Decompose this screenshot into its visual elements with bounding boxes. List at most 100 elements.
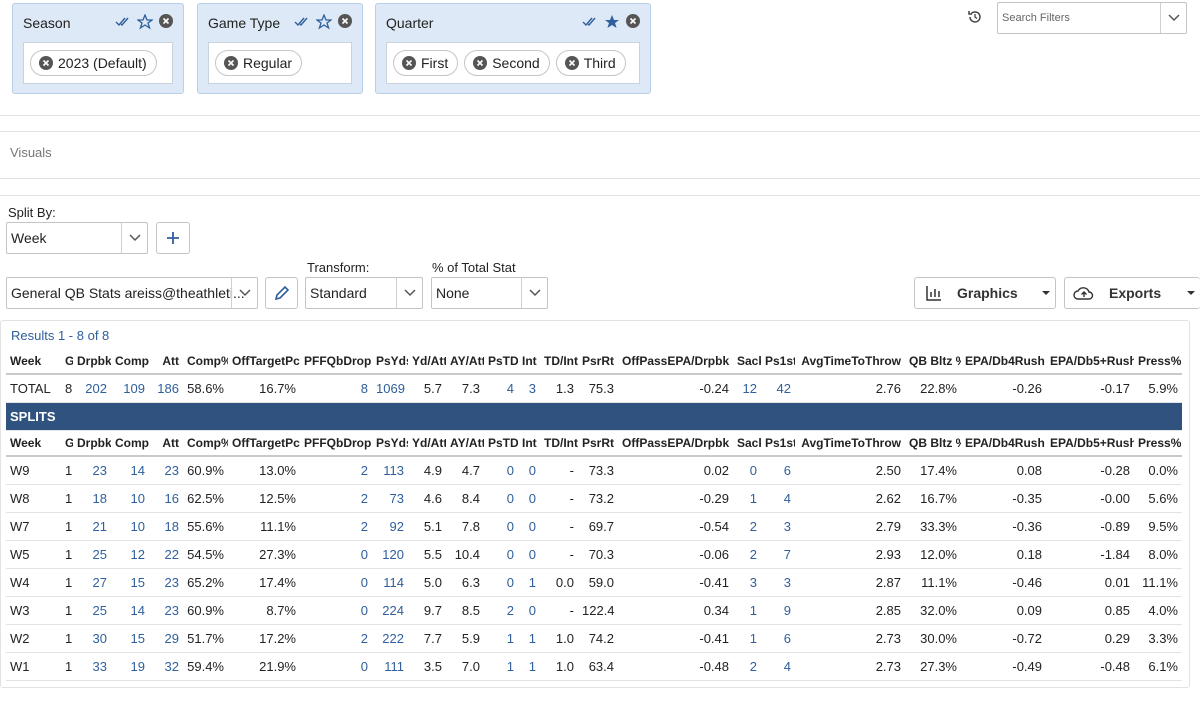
cell[interactable]: 0 [518,540,540,569]
cell[interactable]: 2 [300,456,372,485]
cell[interactable]: 9 [761,596,795,625]
cell[interactable]: 42 [761,374,795,403]
cell[interactable]: 16 [149,484,183,513]
remove-icon[interactable] [338,14,352,28]
cell[interactable]: 0 [518,512,540,541]
chip[interactable]: First [393,50,459,76]
cell[interactable]: 30 [73,624,111,653]
dropdown-arrow[interactable] [121,223,147,253]
cell[interactable]: 32 [149,652,183,681]
cell[interactable]: 186 [149,374,183,403]
cell[interactable]: 92 [372,512,408,541]
cell[interactable]: 23 [149,568,183,597]
cell[interactable]: 19 [111,652,149,681]
cell[interactable]: 0 [300,568,372,597]
cell[interactable]: 18 [149,512,183,541]
cell[interactable]: 224 [372,596,408,625]
report-select[interactable]: General QB Stats areiss@theathleti... [6,277,258,309]
cell[interactable]: 0 [484,512,518,541]
check-icon[interactable] [294,14,310,30]
graphics-button[interactable]: Graphics [914,277,1056,309]
cell[interactable]: 109 [111,374,149,403]
cell[interactable]: 0 [518,596,540,625]
search-filters[interactable]: Search Filters [997,2,1187,34]
cell[interactable]: 1 [733,596,761,625]
star-icon[interactable] [316,14,332,30]
cell[interactable]: 2 [484,596,518,625]
cell[interactable]: 7 [761,540,795,569]
dropdown-arrow[interactable] [396,278,422,308]
cell[interactable]: 1 [484,624,518,653]
cell[interactable]: 6 [761,456,795,485]
cell[interactable]: 12 [733,374,761,403]
add-split-button[interactable] [156,222,190,254]
dropdown-arrow[interactable] [521,278,547,308]
cell[interactable]: 0 [733,456,761,485]
cell[interactable]: 1 [733,484,761,513]
cell[interactable]: 4 [484,374,518,403]
check-icon[interactable] [582,14,598,30]
cell[interactable]: 6 [761,624,795,653]
transform-select[interactable]: Standard [305,277,423,309]
visuals-label[interactable]: Visuals [10,145,52,160]
cell[interactable]: 3 [761,568,795,597]
cell[interactable]: 2 [300,512,372,541]
cell[interactable]: 12 [111,540,149,569]
edit-button[interactable] [265,277,298,309]
cell[interactable]: 18 [73,484,111,513]
dropdown-arrow[interactable] [231,278,257,308]
cell[interactable]: 1 [518,624,540,653]
cell[interactable]: 23 [149,596,183,625]
cell[interactable]: 0 [518,484,540,513]
cell[interactable]: 222 [372,624,408,653]
star-icon[interactable] [137,14,153,30]
cell[interactable]: 14 [111,456,149,485]
cell[interactable]: 73 [372,484,408,513]
check-icon[interactable] [115,14,131,30]
chip-remove[interactable] [402,56,416,70]
cell[interactable]: 0 [300,596,372,625]
cell[interactable]: 1069 [372,374,408,403]
split-by-select[interactable]: Week [6,222,148,254]
cell[interactable]: 0 [484,568,518,597]
cell[interactable]: 1 [518,568,540,597]
cell[interactable]: 113 [372,456,408,485]
exports-button[interactable]: Exports [1064,277,1200,309]
chip-remove[interactable] [473,56,488,70]
remove-icon[interactable] [159,14,173,28]
cell[interactable]: 3 [733,568,761,597]
chip[interactable]: Third [555,50,626,76]
cell[interactable]: 29 [149,624,183,653]
cell[interactable]: 1 [733,624,761,653]
cell[interactable]: 120 [372,540,408,569]
cell[interactable]: 4 [761,484,795,513]
cell[interactable]: 10 [111,512,149,541]
cell[interactable]: 0 [300,540,372,569]
cell[interactable]: 2 [733,652,761,681]
chip-remove[interactable] [564,56,579,70]
cell[interactable]: 10 [111,484,149,513]
cell[interactable]: 15 [111,568,149,597]
chip-remove[interactable] [224,56,238,70]
cell[interactable]: 2 [300,484,372,513]
chip[interactable]: 2023 (Default) [30,50,157,76]
cell[interactable]: 3 [518,374,540,403]
cell[interactable]: 0 [484,484,518,513]
cell[interactable]: 27 [73,568,111,597]
cell[interactable]: 25 [73,596,111,625]
cell[interactable]: 0 [300,652,372,681]
cell[interactable]: 15 [111,624,149,653]
star-icon[interactable] [604,14,620,30]
cell[interactable]: 2 [733,512,761,541]
cell[interactable]: 8 [300,374,372,403]
cell[interactable]: 4 [761,652,795,681]
cell[interactable]: 202 [73,374,111,403]
cell[interactable]: 0 [518,456,540,485]
cell[interactable]: 111 [372,652,408,681]
history-icon[interactable] [966,8,984,26]
cell[interactable]: 22 [149,540,183,569]
dropdown-arrow[interactable] [1160,3,1186,33]
cell[interactable]: 21 [73,512,111,541]
cell[interactable]: 14 [111,596,149,625]
remove-icon[interactable] [626,14,640,28]
